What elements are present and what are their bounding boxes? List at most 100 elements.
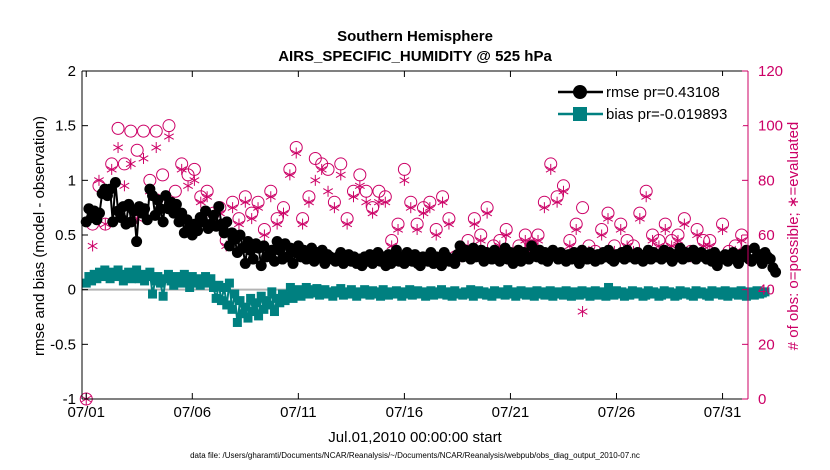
obs-evaluated-stroke [679, 220, 690, 228]
obs-evaluated-stroke [278, 209, 289, 217]
bias-point [529, 291, 539, 301]
x-tick-label: 07/11 [280, 404, 316, 421]
rmse-point [168, 207, 180, 219]
bias-point [110, 272, 120, 282]
y-tick-label: 0 [68, 282, 76, 299]
bias-point [206, 274, 216, 284]
obs-evaluated-stroke [399, 177, 410, 184]
obs-evaluated-stroke [138, 155, 149, 162]
obs-evaluated-stroke [240, 199, 251, 206]
bias-point [336, 284, 346, 294]
legend-bias-label: bias pr=-0.019893 [606, 106, 727, 123]
bias-point [545, 286, 555, 296]
rmse-point [234, 229, 246, 241]
bias-point [267, 287, 277, 297]
obs-evaluated-point [437, 196, 448, 208]
y-tick-label: 2 [68, 63, 76, 80]
y-tick-label: 1.5 [55, 118, 76, 135]
obs-evaluated-stroke [176, 166, 187, 173]
x-axis-label: Jul.01,2010 00:00:00 start [328, 429, 502, 446]
bias-point [376, 291, 386, 301]
obs-evaluated-point [596, 229, 607, 241]
bias-point [222, 300, 232, 310]
obs-evaluated-stroke [227, 204, 238, 211]
obs-evaluated-point [93, 174, 104, 186]
obs-evaluated-point [335, 169, 346, 181]
obs-possible-point [156, 168, 170, 182]
obs-evaluated-point [679, 218, 690, 230]
obs-evaluated-point [736, 234, 747, 246]
rmse-point [109, 177, 121, 189]
rmse-point [247, 253, 259, 265]
bias-point [216, 296, 226, 306]
obs-evaluated-point [443, 218, 454, 230]
obs-evaluated-point [265, 191, 276, 203]
y2-tick-label: 100 [758, 118, 783, 135]
bias-point [604, 282, 614, 292]
x-tick-label: 07/01 [67, 404, 105, 421]
obs-evaluated-stroke [87, 242, 98, 250]
rmse-point [770, 266, 782, 278]
bias-point [124, 267, 134, 277]
obs-evaluated-stroke [323, 188, 334, 195]
obs-evaluated-point [545, 163, 556, 175]
bias-series [81, 265, 770, 327]
bias-point [466, 285, 476, 295]
chart-title: Southern Hemisphere [337, 28, 493, 45]
bias-point [209, 282, 219, 292]
bias-point [447, 291, 457, 301]
legend-rmse-marker [573, 85, 587, 99]
obs-evaluated-point [431, 229, 442, 241]
y-tick-label: -1 [63, 391, 76, 408]
legend-bias-marker [573, 107, 587, 121]
bias-point [251, 298, 261, 308]
obs-evaluated-stroke [539, 204, 550, 211]
bias-point [232, 317, 242, 327]
obs-evaluated-stroke [552, 199, 563, 206]
bias-point [500, 290, 510, 300]
obs-evaluated-stroke [424, 204, 435, 211]
obs-evaluated-point [297, 218, 308, 230]
obs-evaluated-stroke [558, 188, 569, 195]
obs-evaluated-stroke [183, 182, 194, 189]
rmse-point [266, 244, 278, 256]
bias-point [145, 267, 155, 277]
bias-point [601, 291, 611, 301]
bias-point [137, 269, 147, 279]
bias-point [224, 278, 234, 288]
obs-evaluated-point [284, 169, 295, 181]
bias-point [187, 272, 197, 282]
x-tick-label: 07/06 [174, 404, 212, 421]
obs-evaluated-point [106, 163, 117, 175]
obs-evaluated-stroke [113, 144, 124, 151]
obs-evaluated-point [577, 306, 588, 318]
obs-evaluated-point [246, 213, 257, 225]
obs-evaluated-stroke [119, 182, 130, 189]
obs-evaluated-point [602, 213, 614, 225]
bias-point [177, 278, 187, 288]
obs-evaluated-point [539, 202, 550, 214]
obs-evaluated-stroke [106, 166, 117, 173]
obs-evaluated-stroke [412, 226, 423, 233]
obs-evaluated-stroke [93, 177, 104, 184]
obs-evaluated-point [405, 202, 416, 214]
obs-evaluated-stroke [202, 193, 213, 200]
bias-point [269, 307, 279, 317]
obs-evaluated-point [342, 218, 353, 230]
obs-evaluated-stroke [316, 166, 327, 173]
obs-evaluated-stroke [704, 242, 715, 250]
bias-point [240, 302, 250, 312]
bias-point [248, 307, 258, 317]
y2-tick-label: 0 [758, 391, 766, 408]
bias-point [285, 282, 295, 292]
bias-point [179, 269, 189, 279]
data-file-footer: data file: /Users/gharamti/Documents/NCA… [190, 451, 640, 460]
obs-evaluated-point [348, 191, 359, 203]
obs-evaluated-point [119, 180, 130, 192]
bias-point [148, 289, 158, 299]
rmse-series [80, 177, 782, 278]
bias-point [87, 276, 97, 286]
obs-evaluated-point [323, 185, 334, 197]
obs-evaluated-stroke [310, 177, 321, 184]
